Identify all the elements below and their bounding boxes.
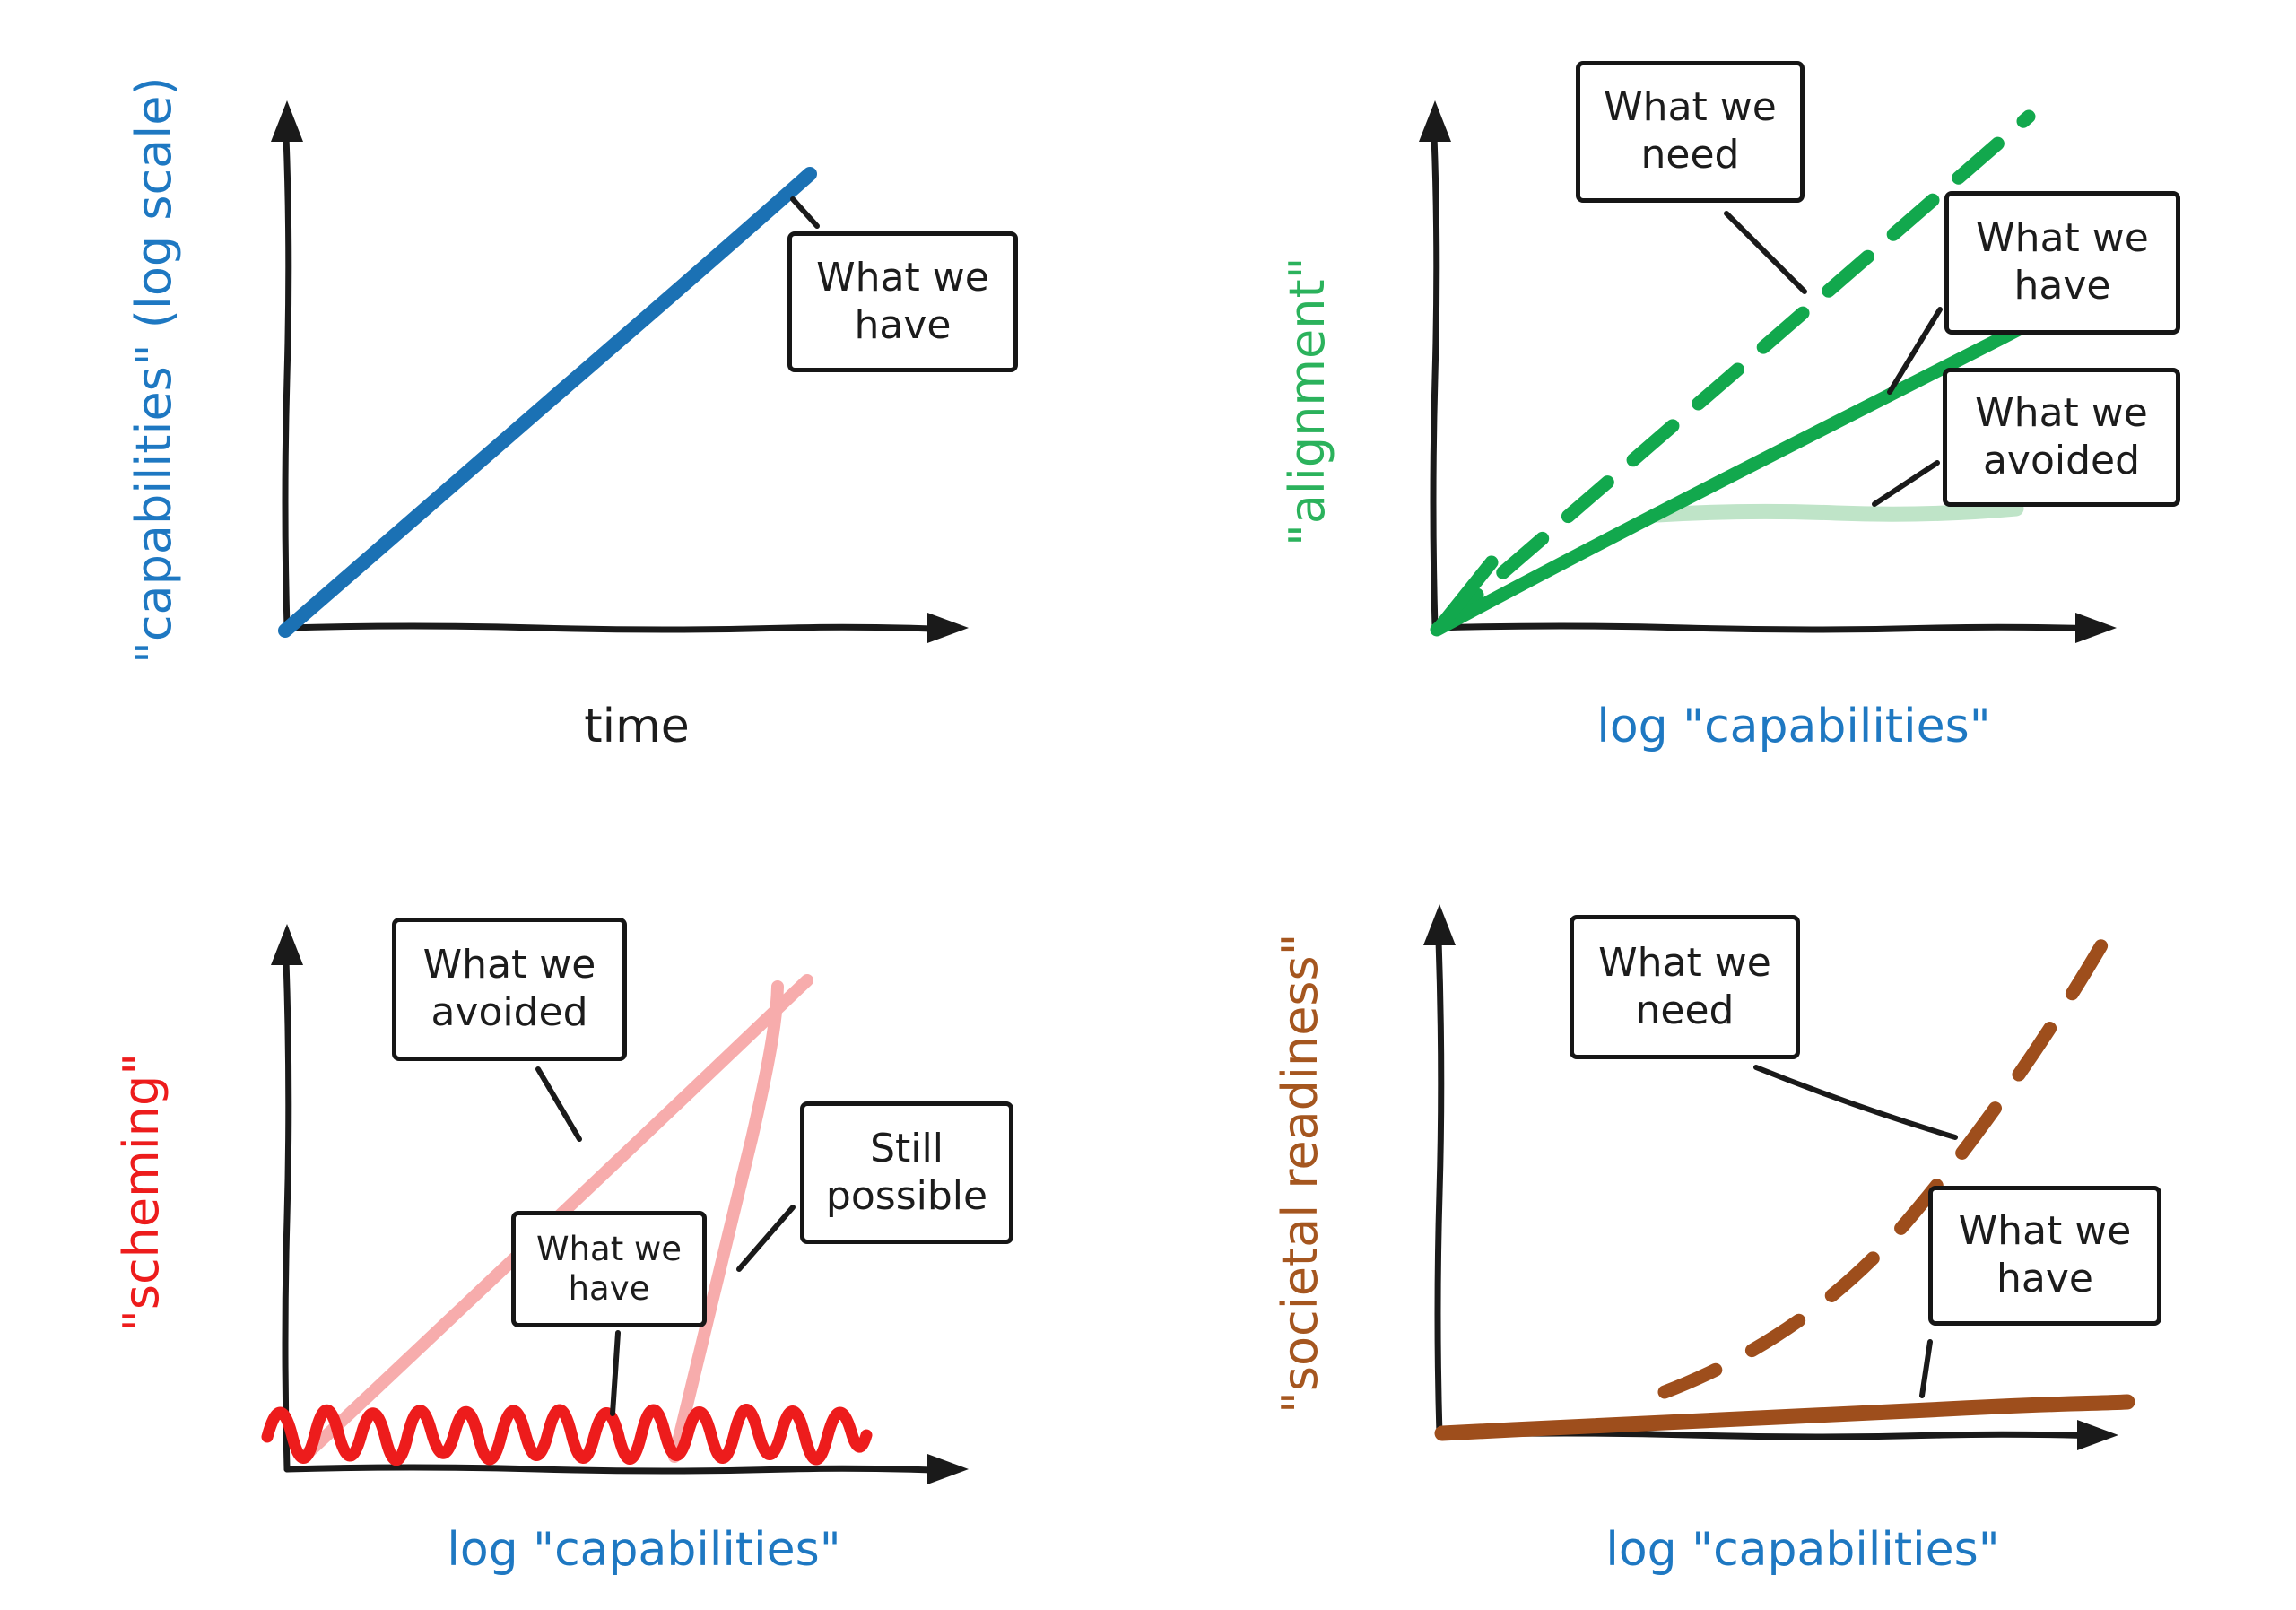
annotation-box-what-we-avoided-bl: What we avoided bbox=[392, 918, 627, 1061]
annotation-connector-have bbox=[610, 1330, 621, 1416]
x-axis-arrowhead bbox=[927, 1454, 969, 1484]
annotation-connector-have bbox=[1919, 1339, 1933, 1398]
panel-alignment bbox=[1419, 100, 2117, 643]
series-what-we-have-line bbox=[278, 167, 817, 638]
annotation-box-what-we-avoided-tr: What we avoided bbox=[1943, 368, 2180, 507]
annotation-connector-need bbox=[1753, 1065, 1958, 1140]
y-axis-arrowhead bbox=[271, 100, 303, 142]
annotation-connector-avoided bbox=[535, 1066, 582, 1142]
y-axis-label-capabilities: "capabilities" (log scale) bbox=[126, 76, 182, 664]
panel-societal-readiness bbox=[1423, 904, 2135, 1450]
series-what-we-need-dashed-line bbox=[1657, 927, 2115, 1399]
x-axis-label-log-capabilities-bl: log "capabilities" bbox=[447, 1523, 841, 1577]
y-axis-label-societal-readiness: "societal readiness" bbox=[1272, 933, 1328, 1414]
x-axis-arrowhead bbox=[927, 613, 969, 643]
x-axis-label-log-capabilities-br: log "capabilities" bbox=[1605, 1523, 2000, 1577]
series-what-we-avoided-line bbox=[1649, 500, 2024, 523]
x-axis bbox=[283, 1464, 936, 1475]
annotation-connector-avoided bbox=[1872, 460, 1940, 507]
series-still-possible-line bbox=[668, 980, 784, 1463]
annotation-connector-need bbox=[1724, 211, 1807, 294]
series-what-we-have-line-start-spur bbox=[1434, 555, 1499, 632]
x-axis-label-time: time bbox=[584, 700, 690, 753]
series-what-we-have-line bbox=[1430, 320, 2030, 637]
y-axis bbox=[1430, 133, 1440, 631]
series-what-we-need-dashed-line bbox=[1431, 109, 2036, 636]
annotation-box-what-we-need-br: What we need bbox=[1570, 915, 1800, 1059]
annotation-connector-still-possible bbox=[736, 1205, 796, 1272]
y-axis-arrowhead bbox=[1423, 904, 1456, 945]
y-axis bbox=[282, 133, 292, 631]
annotation-box-what-we-have-bl: What we have bbox=[511, 1211, 707, 1327]
y-axis-label-alignment: "alignment" bbox=[1279, 257, 1335, 547]
y-axis-arrowhead bbox=[271, 924, 303, 965]
y-axis-arrowhead bbox=[1419, 100, 1451, 142]
x-axis bbox=[283, 622, 936, 633]
series-what-we-have-wavy-line bbox=[261, 1404, 873, 1466]
annotation-connector bbox=[790, 196, 820, 229]
x-axis-label-log-capabilities-tr: log "capabilities" bbox=[1596, 700, 1991, 753]
y-axis-label-scheming: "scheming" bbox=[113, 1052, 170, 1332]
panel-capabilities-vs-time bbox=[271, 100, 969, 643]
annotation-box-what-we-have-tl: What we have bbox=[787, 231, 1018, 372]
series-what-we-have-line bbox=[1434, 1394, 2135, 1441]
annotation-box-what-we-have-tr: What we have bbox=[1944, 191, 2180, 335]
x-axis-arrowhead bbox=[2075, 613, 2117, 643]
annotation-box-what-we-need-tr: What we need bbox=[1576, 61, 1805, 203]
annotation-box-still-possible-bl: Still possible bbox=[800, 1101, 1013, 1244]
y-axis bbox=[282, 956, 292, 1473]
x-axis bbox=[1431, 622, 2104, 633]
annotation-box-what-we-have-br: What we have bbox=[1928, 1186, 2161, 1326]
y-axis bbox=[1434, 936, 1445, 1439]
annotation-connector-have bbox=[1887, 307, 1943, 395]
x-axis-arrowhead bbox=[2077, 1420, 2118, 1450]
